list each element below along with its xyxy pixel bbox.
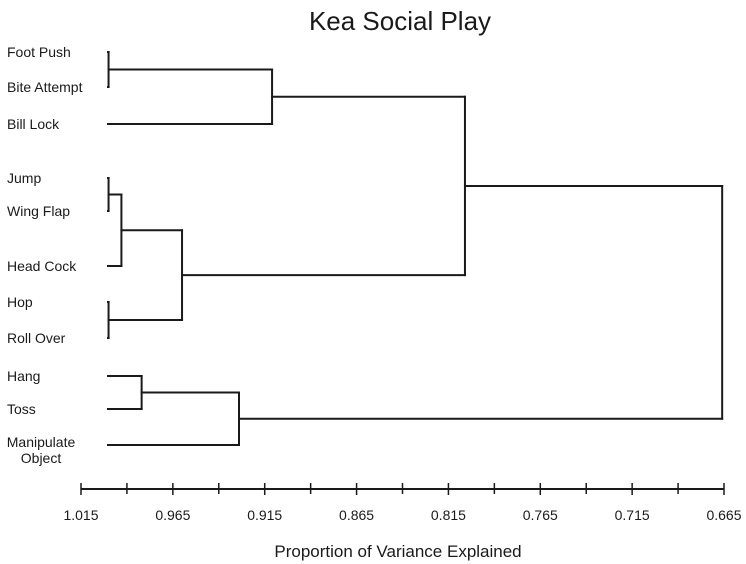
leaf-label: Hop xyxy=(7,294,33,310)
leaf-label: Bill Lock xyxy=(7,116,60,132)
leaf-label: Jump xyxy=(7,170,41,186)
leaf-labels: Foot Push Bite Attempt Bill Lock Jump Wing F… xyxy=(7,44,83,466)
leaf-label: Hang xyxy=(7,368,40,384)
x-tick-label: 0.915 xyxy=(247,507,282,523)
leaf-label: Wing Flap xyxy=(7,203,70,219)
leaf-label: Roll Over xyxy=(7,330,66,346)
x-tick-label: 0.815 xyxy=(431,507,466,523)
x-tick-label: 0.765 xyxy=(523,507,558,523)
leaf-label: Bite Attempt xyxy=(7,79,83,95)
chart-title: Kea Social Play xyxy=(309,6,491,36)
x-tick-label: 1.015 xyxy=(63,507,98,523)
x-axis-title: Proportion of Variance Explained xyxy=(274,542,521,561)
x-tick-label: 0.715 xyxy=(615,507,650,523)
x-axis: 1.015 0.965 0.915 0.865 0.815 0.765 0.715 0.665 xyxy=(63,483,742,523)
leaf-label: Foot Push xyxy=(7,44,71,60)
dendrogram-branches xyxy=(107,51,724,446)
leaf-label: Head Cock xyxy=(7,258,77,274)
leaf-label: Toss xyxy=(7,401,36,417)
x-tick-label: 0.965 xyxy=(155,507,190,523)
x-tick-label: 0.865 xyxy=(339,507,374,523)
leaf-label: Manipulate Object xyxy=(7,434,76,466)
x-tick-label: 0.665 xyxy=(706,507,741,523)
